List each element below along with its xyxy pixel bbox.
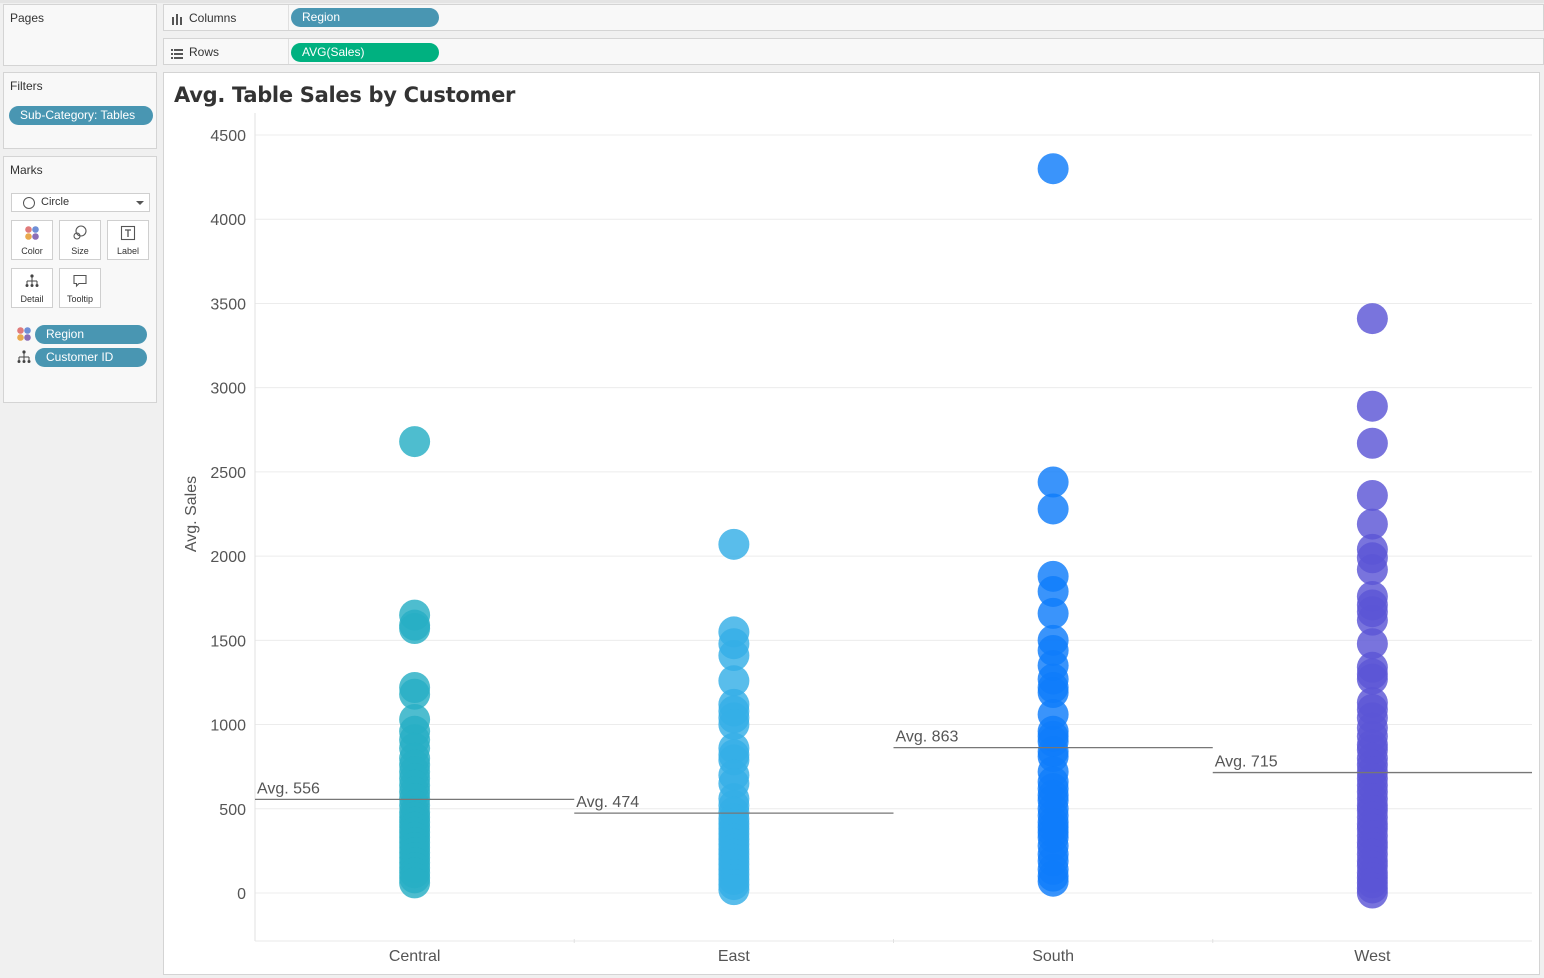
- reference-line-label: Avg. 474: [576, 794, 639, 811]
- tooltip-button[interactable]: Tooltip: [59, 268, 101, 308]
- data-point: [1356, 628, 1388, 660]
- columns-pill-region[interactable]: Region: [291, 8, 439, 27]
- tooltip-button-label: Tooltip: [66, 294, 93, 304]
- label-icon: [108, 221, 148, 247]
- data-point: [1037, 153, 1069, 185]
- y-tick-label: 500: [219, 802, 246, 819]
- data-point: [718, 528, 750, 560]
- circle-icon: [23, 197, 35, 209]
- rows-shelf: Rows AVG(Sales): [163, 38, 1544, 65]
- y-tick-label: 2500: [210, 465, 246, 482]
- filter-pill-sub-category[interactable]: Sub-Category: Tables: [9, 106, 153, 125]
- detail-button[interactable]: Detail: [11, 268, 53, 308]
- detail-button-label: Detail: [20, 294, 44, 304]
- filters-title: Filters: [10, 79, 43, 93]
- marks-field-region[interactable]: Region: [35, 325, 147, 344]
- top-strip: [0, 0, 1544, 3]
- reference-line-label: Avg. 863: [896, 729, 959, 746]
- data-point: [1356, 663, 1388, 695]
- columns-icon: [171, 12, 183, 30]
- data-point: [1356, 479, 1388, 511]
- x-tick-label: East: [718, 948, 751, 965]
- rows-icon: [171, 46, 183, 64]
- data-point: [1356, 427, 1388, 459]
- worksheet-view: Avg. Table Sales by Customer 0 500 1000 150…: [163, 72, 1540, 975]
- shelf-divider: [288, 39, 289, 64]
- pages-card[interactable]: Pages: [3, 4, 157, 66]
- columns-label: Columns: [189, 11, 237, 25]
- reference-line-label: Avg. 556: [257, 780, 320, 797]
- data-point: [1037, 865, 1069, 897]
- data-point: [1037, 493, 1069, 525]
- marks-title: Marks: [10, 163, 43, 177]
- data-point: [718, 665, 750, 697]
- columns-shelf: Columns Region: [163, 4, 1544, 31]
- size-icon: [60, 221, 100, 247]
- scatter-chart[interactable]: 050010001500200025003000350040004500Avg.…: [164, 73, 1539, 974]
- color-icon: [16, 326, 32, 347]
- rows-label: Rows: [189, 45, 220, 59]
- data-point: [1356, 508, 1388, 540]
- chevron-down-icon: [136, 201, 144, 205]
- data-point: [1356, 303, 1388, 335]
- y-tick-label: 4500: [210, 128, 246, 145]
- data-point: [1037, 597, 1069, 629]
- color-icon: [12, 221, 52, 247]
- y-tick-label: 3000: [210, 381, 246, 398]
- y-tick-label: 0: [237, 886, 246, 903]
- filters-card: Filters Sub-Category: Tables: [3, 72, 157, 149]
- chart-title: Avg. Table Sales by Customer: [174, 83, 516, 107]
- marks-field-customer-id[interactable]: Customer ID: [35, 348, 147, 367]
- pages-title: Pages: [10, 11, 45, 25]
- detail-icon: [12, 269, 52, 295]
- data-point: [1037, 575, 1069, 607]
- data-point: [399, 426, 431, 458]
- y-axis-title: Avg. Sales: [183, 476, 200, 552]
- label-button[interactable]: Label: [107, 220, 149, 260]
- x-tick-label: Central: [389, 948, 441, 965]
- tooltip-icon: [60, 269, 100, 295]
- data-point: [399, 613, 431, 645]
- shelf-divider: [288, 5, 289, 30]
- data-point: [1356, 604, 1388, 636]
- data-point: [1037, 466, 1069, 498]
- size-button-label: Size: [71, 246, 89, 256]
- label-button-label: Label: [116, 246, 140, 256]
- color-button[interactable]: Color: [11, 220, 53, 260]
- data-point: [399, 867, 431, 899]
- reference-line-label: Avg. 715: [1215, 754, 1278, 771]
- data-point: [718, 639, 750, 671]
- y-tick-label: 4000: [210, 212, 246, 229]
- data-point: [399, 678, 431, 710]
- mark-type-dropdown[interactable]: Circle: [11, 193, 150, 212]
- y-tick-label: 3500: [210, 296, 246, 313]
- data-point: [1356, 877, 1388, 909]
- y-tick-label: 1000: [210, 718, 246, 735]
- marks-card: Marks Circle Color Size Label Detail Too…: [3, 156, 157, 403]
- x-tick-label: South: [1032, 948, 1074, 965]
- mark-type-label: Circle: [41, 196, 70, 208]
- y-tick-label: 1500: [210, 633, 246, 650]
- data-point: [718, 874, 750, 906]
- rows-pill-avg-sales[interactable]: AVG(Sales): [291, 43, 439, 62]
- data-point: [1356, 390, 1388, 422]
- data-point: [1037, 677, 1069, 709]
- color-button-label: Color: [21, 246, 43, 256]
- y-tick-label: 2000: [210, 549, 246, 566]
- data-point: [718, 709, 750, 741]
- size-button[interactable]: Size: [59, 220, 101, 260]
- detail-icon: [16, 349, 32, 370]
- x-tick-label: West: [1354, 948, 1391, 965]
- data-point: [1356, 554, 1388, 586]
